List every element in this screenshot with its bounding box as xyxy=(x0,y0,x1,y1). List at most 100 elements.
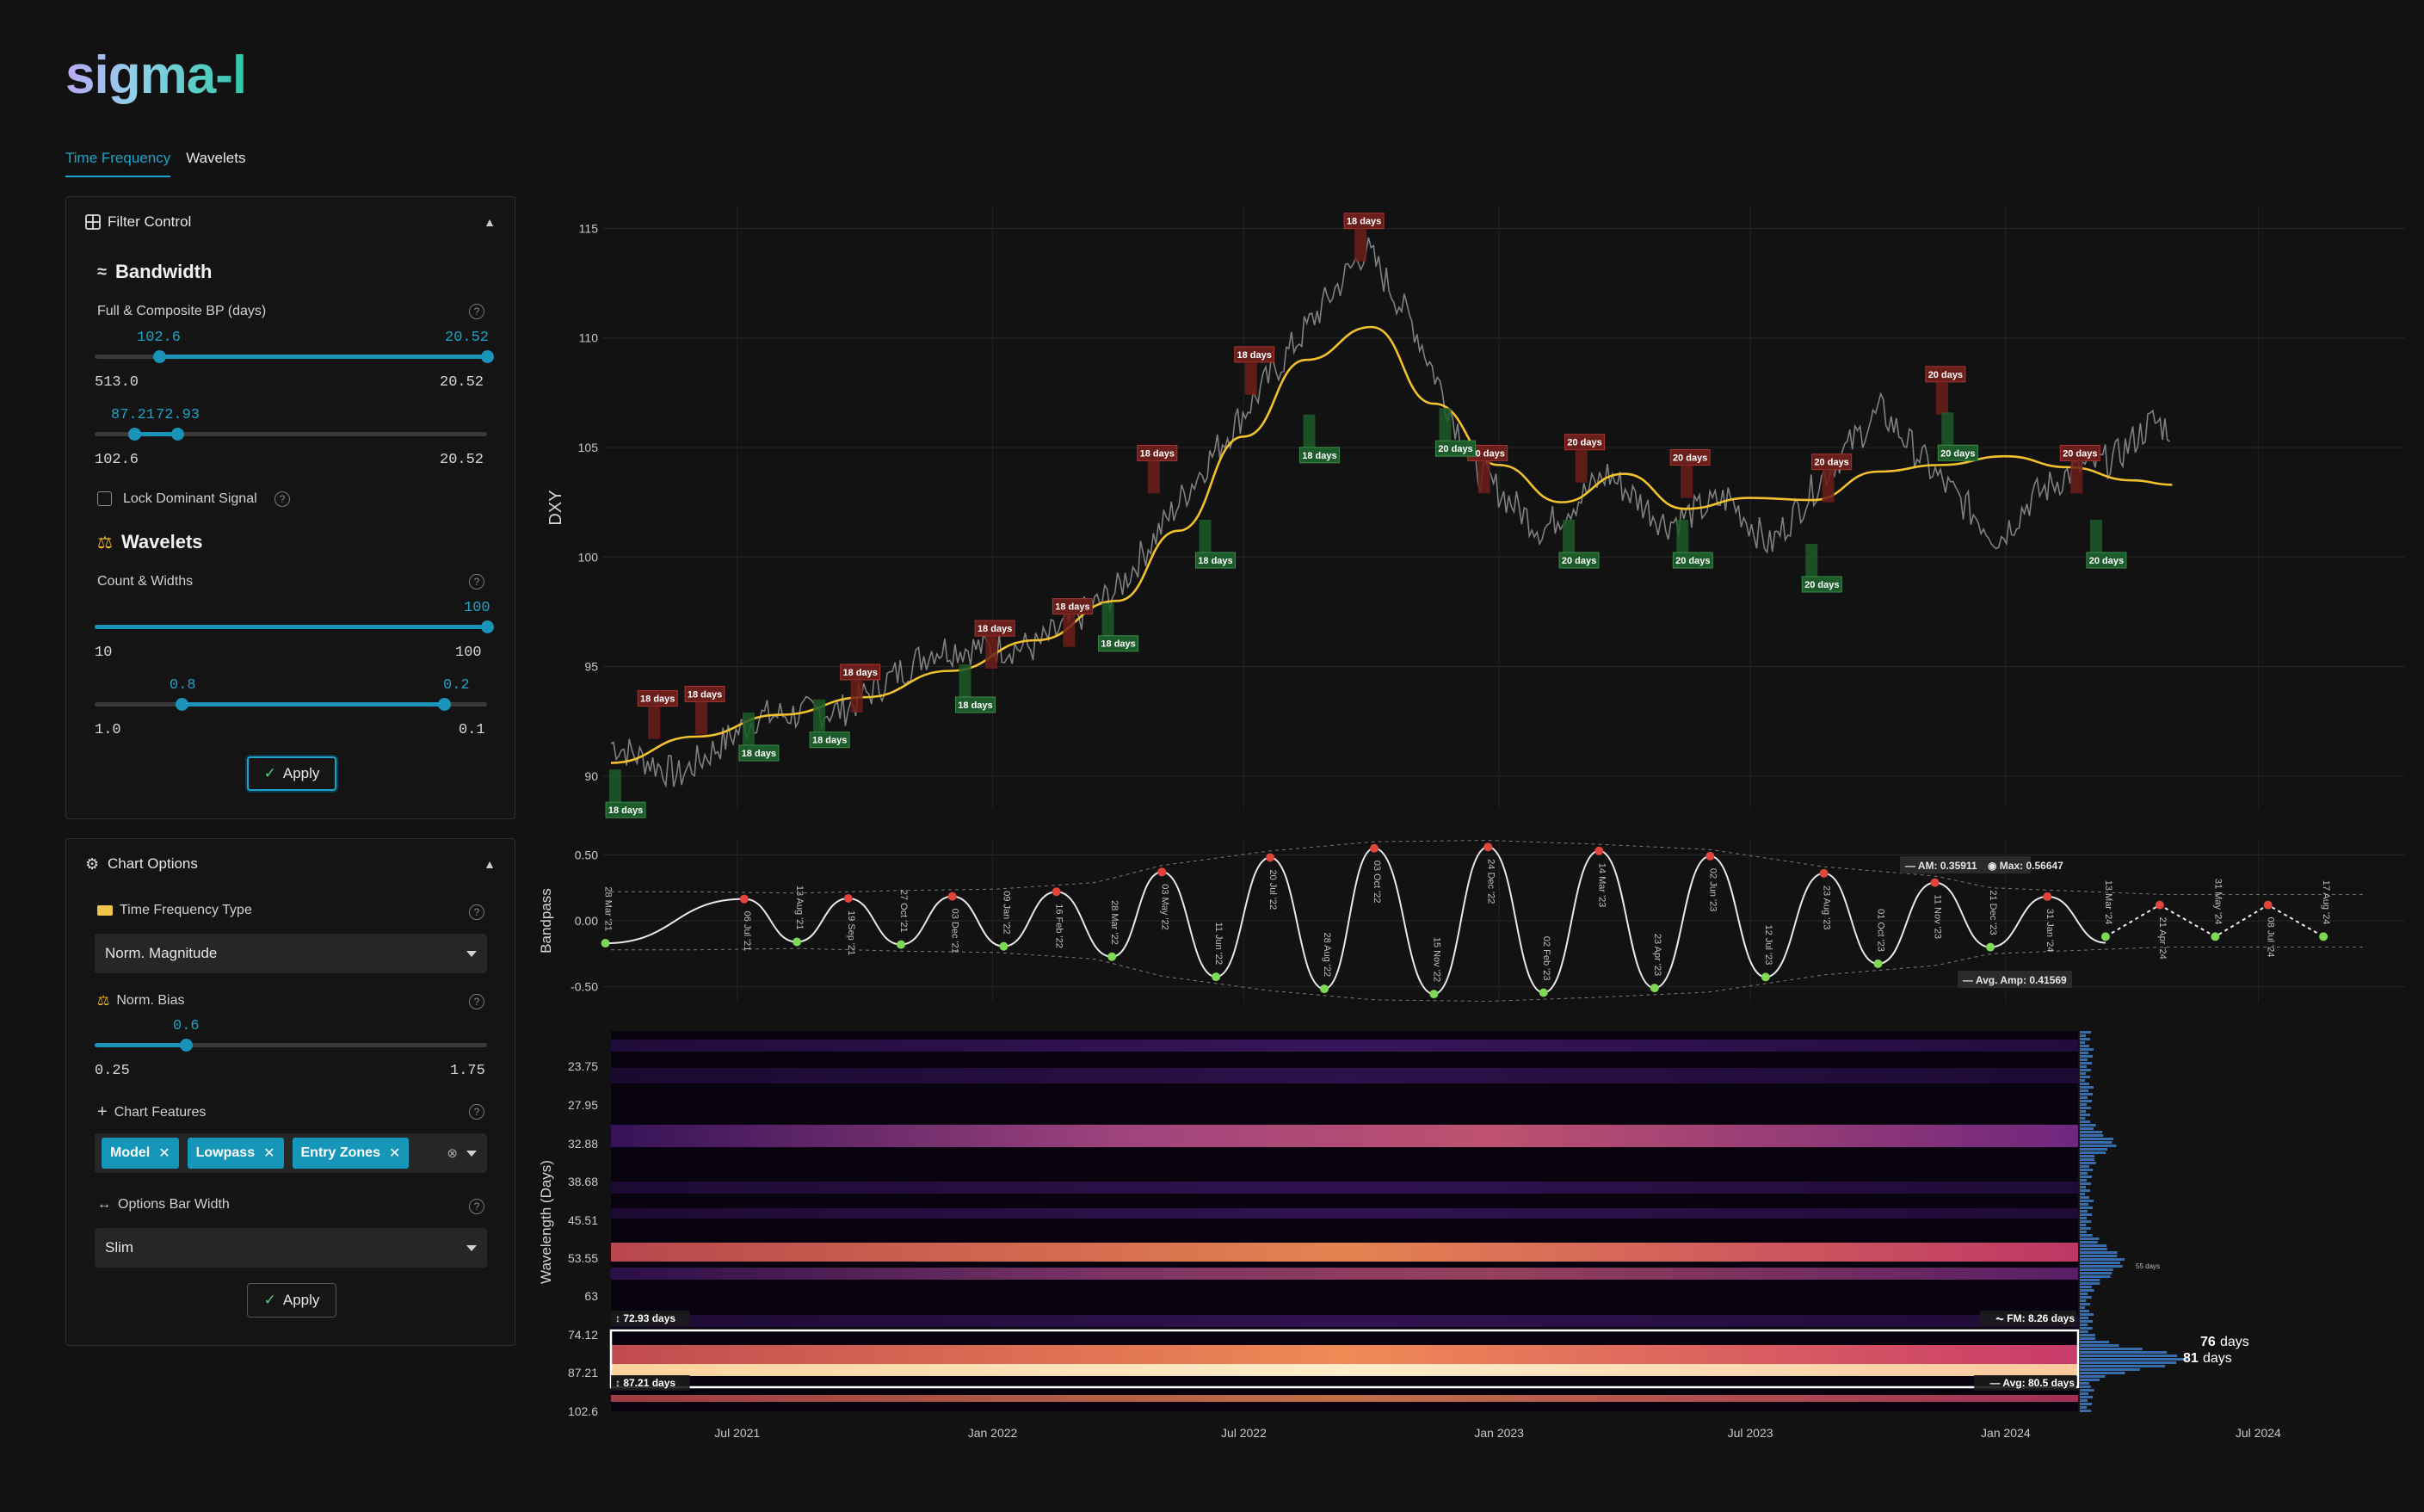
histogram-bar xyxy=(2080,1344,2119,1347)
tab-time-frequency[interactable]: Time Frequency xyxy=(65,148,171,177)
x-tick-label: Jul 2023 xyxy=(1728,1426,1773,1440)
trough-label-box xyxy=(1298,447,1340,464)
feature-chip[interactable]: Entry Zones ✕ xyxy=(292,1138,410,1169)
histogram-bar xyxy=(2080,1379,2100,1381)
fm-label: ⏦ FM: 8.26 days xyxy=(1980,1311,2076,1326)
bandpass-peak-point xyxy=(1819,868,1829,878)
trough-label-box xyxy=(1801,576,1842,593)
norm-bias-min: 0.25 xyxy=(95,1063,130,1079)
histogram-bar xyxy=(2080,1365,2166,1367)
histogram-bar xyxy=(2080,1399,2088,1402)
chart-options-header[interactable]: ⚙ Chart Options ▲ xyxy=(66,839,515,889)
peak-zone-box xyxy=(1063,614,1076,647)
norm-bias-handle[interactable] xyxy=(180,1039,193,1052)
peak-label: 20 days xyxy=(1673,454,1707,464)
y-axis-label: Bandpass xyxy=(538,888,554,953)
bp-high-handle[interactable] xyxy=(481,350,494,363)
y-tick-label: 87.21 xyxy=(568,1366,598,1379)
help-icon[interactable]: ? xyxy=(469,904,484,920)
histogram-bar xyxy=(2080,1262,2120,1264)
help-icon[interactable]: ? xyxy=(274,491,290,507)
chart-options-apply-button[interactable]: ✓ Apply xyxy=(247,1283,336,1318)
close-icon[interactable]: ✕ xyxy=(263,1146,275,1161)
histogram-bar xyxy=(2080,1131,2103,1133)
trough-marker: 20 days xyxy=(1558,520,1600,569)
bandpass-date-label: 28 Mar '22 xyxy=(1109,900,1119,945)
bp-high-value: 20.52 xyxy=(445,330,490,346)
help-icon[interactable]: ? xyxy=(469,994,484,1009)
trough-label-box xyxy=(954,696,996,713)
histogram-bar xyxy=(2080,1303,2091,1305)
scale-icon: ⚖ xyxy=(97,533,113,552)
histogram-bar xyxy=(2080,1406,2088,1409)
wavelength-histogram: 76 days 81 days 55 days xyxy=(2080,1031,2249,1412)
norm-bias-track[interactable] xyxy=(95,1043,487,1047)
bandpass-peak-point xyxy=(1157,867,1167,877)
bp-low-handle[interactable] xyxy=(153,350,166,363)
bandpass-trough-point xyxy=(1873,959,1883,968)
clear-icon[interactable]: ⊗ xyxy=(447,1146,458,1161)
price-chart: 90 95 100 105 110 115 DXY 18 days 18 days 18 days… xyxy=(546,207,2405,818)
bandpass-peak-point xyxy=(1052,887,1061,897)
peak-label: 18 days xyxy=(1140,448,1175,459)
chart-features-select[interactable]: Model ✕ Lowpass ✕ Entry Zones ✕ ⊗ xyxy=(95,1133,487,1173)
count-slider-fill xyxy=(95,625,487,629)
composite-slider-track[interactable] xyxy=(95,432,487,436)
histogram-bar xyxy=(2080,1227,2091,1230)
bar-width-select[interactable]: Slim xyxy=(95,1228,487,1268)
bandwidth-heading: ≈ Bandwidth xyxy=(97,261,213,282)
composite-min-label: 102.6 xyxy=(95,452,139,468)
histogram-bar xyxy=(2080,1086,2094,1089)
help-icon[interactable]: ? xyxy=(469,304,484,319)
width-high-handle[interactable] xyxy=(438,698,451,711)
histogram-bar xyxy=(2080,1145,2117,1147)
histogram-bar xyxy=(2080,1103,2088,1106)
y-tick-label: 95 xyxy=(584,660,598,674)
bandpass-trough-point xyxy=(1107,952,1117,961)
check-icon: ✓ xyxy=(263,1292,276,1308)
bandpass-peak-point xyxy=(2043,892,2052,901)
bandpass-date-label: 02 Jun '23 xyxy=(1707,868,1718,911)
bandpass-date-label: 11 Jun '22 xyxy=(1213,923,1224,966)
chevron-up-icon[interactable]: ▲ xyxy=(484,215,496,229)
filter-control-header[interactable]: Filter Control ▲ xyxy=(66,197,515,247)
peak-label: 20 days xyxy=(1928,370,1963,380)
histogram-bar xyxy=(2080,1265,2123,1268)
charts-svg[interactable]: 90 95 100 105 110 115 DXY 18 days 18 days 18 days… xyxy=(534,189,2424,1480)
histogram-bar xyxy=(2080,1151,2106,1154)
filter-apply-button[interactable]: ✓ Apply xyxy=(247,756,336,791)
chevron-up-icon[interactable]: ▲ xyxy=(484,857,496,871)
count-min-label: 10 xyxy=(95,645,113,661)
composite-high-handle[interactable] xyxy=(171,428,184,441)
bandpass-trough-point xyxy=(1986,942,1995,952)
width-low-handle[interactable] xyxy=(176,698,188,711)
histogram-bar xyxy=(2080,1176,2093,1178)
help-icon[interactable]: ? xyxy=(469,1104,484,1120)
help-icon[interactable]: ? xyxy=(469,1199,484,1214)
histogram-bar xyxy=(2080,1299,2087,1302)
tf-type-select[interactable]: Norm. Magnitude xyxy=(95,934,487,973)
bandpass-date-label: 27 Oct '21 xyxy=(898,890,909,933)
lock-dominant-checkbox[interactable] xyxy=(97,491,112,506)
peak-zone-box xyxy=(1681,465,1693,498)
count-handle[interactable] xyxy=(481,620,494,633)
bandpass-date-label: 23 Apr '23 xyxy=(1652,934,1662,976)
histogram-peak-label: 76 xyxy=(2200,1335,2216,1349)
bandpass-peak-point xyxy=(1483,842,1493,852)
histogram-bar xyxy=(2080,1375,2106,1378)
histogram-bar xyxy=(2080,1162,2096,1164)
trough-marker: 18 days xyxy=(605,769,646,818)
feature-chip[interactable]: Lowpass ✕ xyxy=(187,1138,284,1169)
close-icon[interactable]: ✕ xyxy=(388,1146,401,1161)
close-icon[interactable]: ✕ xyxy=(158,1146,170,1161)
bandpass-date-label: 01 Oct '23 xyxy=(1875,909,1885,952)
feature-chip[interactable]: Model ✕ xyxy=(102,1138,179,1169)
histogram-bar xyxy=(2080,1186,2086,1188)
norm-bias-row: ⚖ Norm. Bias xyxy=(97,993,185,1009)
help-icon[interactable]: ? xyxy=(469,574,484,589)
width-high-value: 0.2 xyxy=(443,677,470,694)
tab-wavelets[interactable]: Wavelets xyxy=(186,150,246,166)
caret-down-icon[interactable] xyxy=(466,1150,477,1157)
composite-low-handle[interactable] xyxy=(128,428,141,441)
bandpass-date-label: 31 May '24 xyxy=(2212,879,2223,924)
